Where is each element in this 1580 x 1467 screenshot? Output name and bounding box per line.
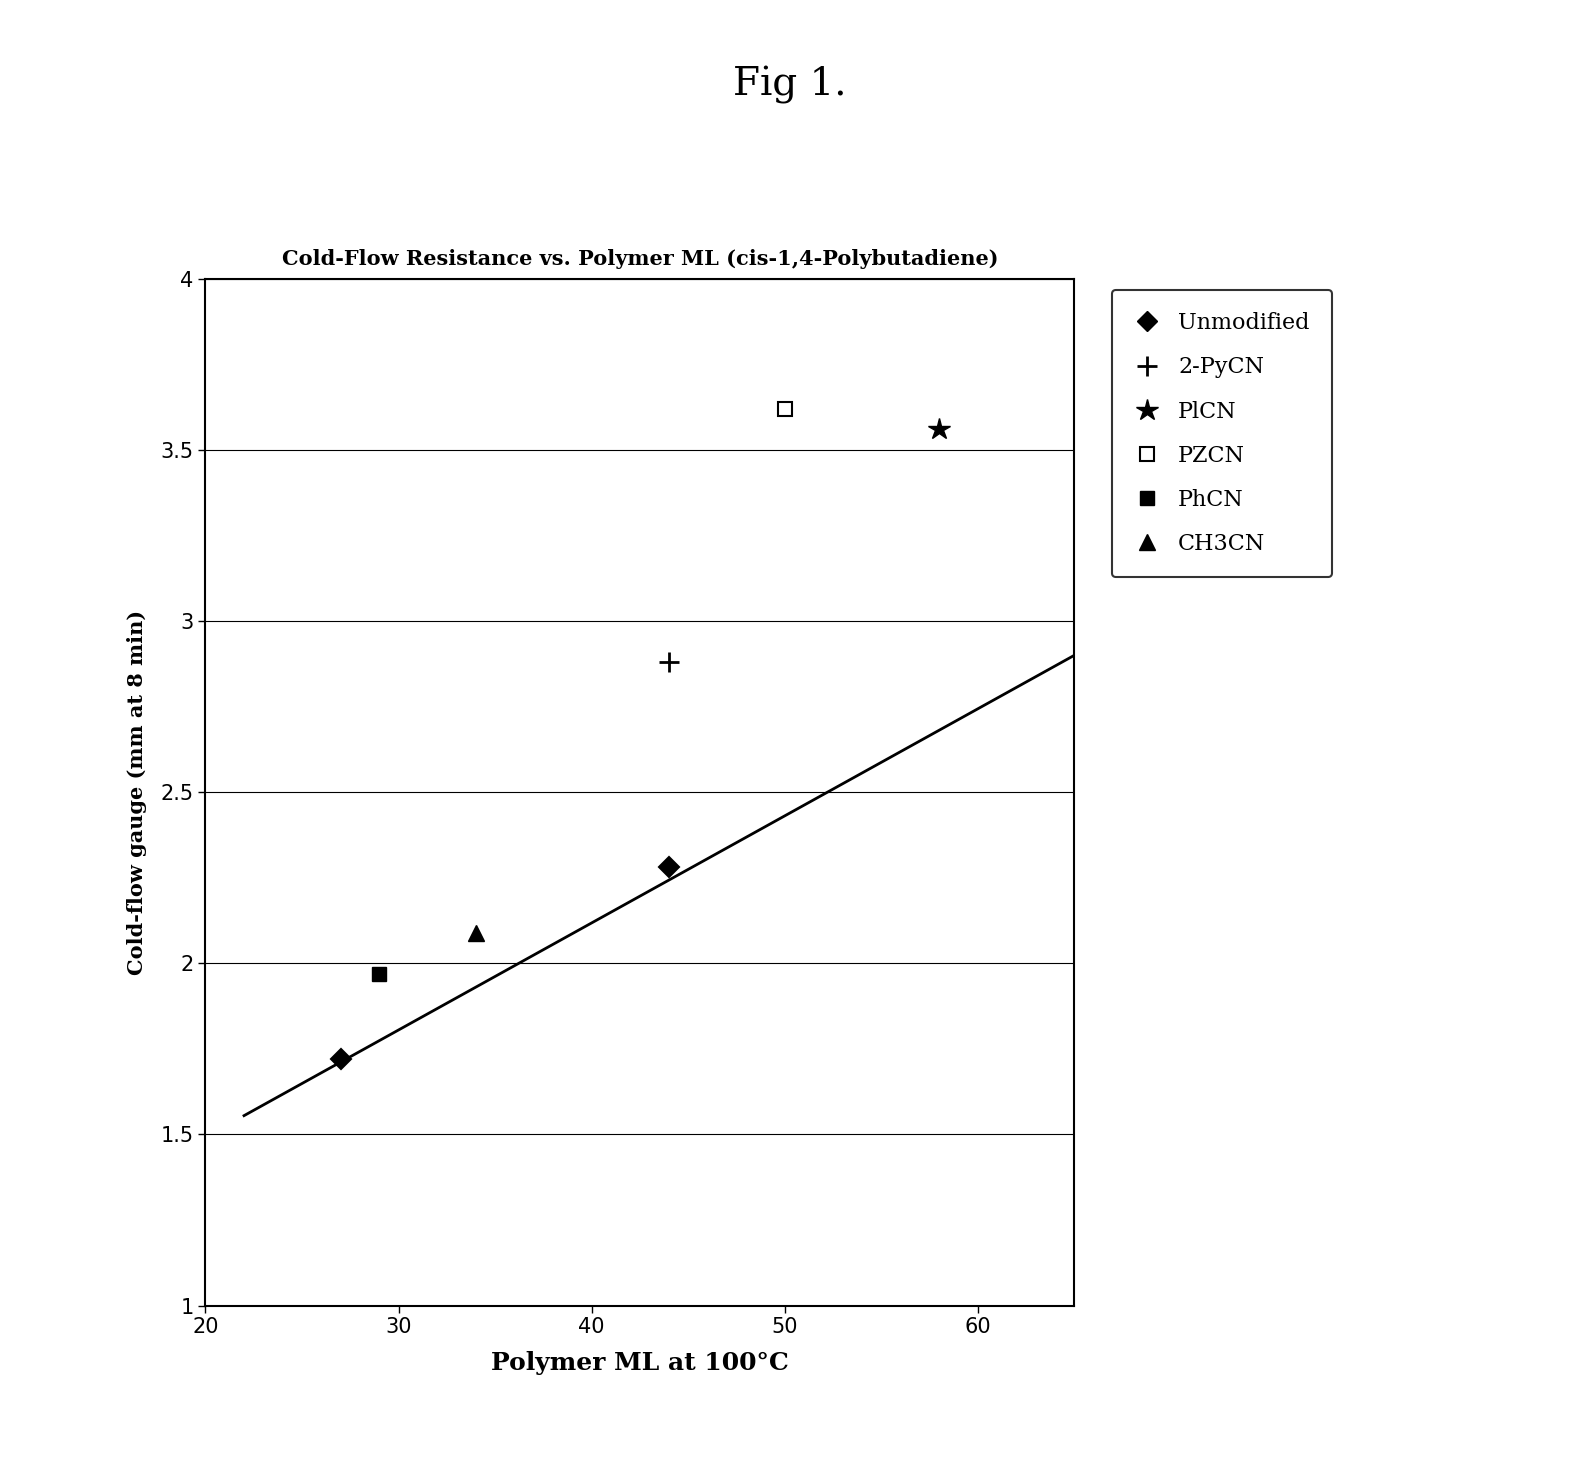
X-axis label: Polymer ML at 100°C: Polymer ML at 100°C bbox=[491, 1351, 788, 1376]
Text: Fig 1.: Fig 1. bbox=[733, 66, 847, 104]
Title: Cold-Flow Resistance vs. Polymer ML (cis-1,4-Polybutadiene): Cold-Flow Resistance vs. Polymer ML (cis… bbox=[281, 249, 999, 268]
Legend: Unmodified, 2-PyCN, PlCN, PZCN, PhCN, CH3CN: Unmodified, 2-PyCN, PlCN, PZCN, PhCN, CH… bbox=[1112, 290, 1332, 578]
Y-axis label: Cold-flow gauge (mm at 8 min): Cold-flow gauge (mm at 8 min) bbox=[126, 610, 147, 974]
